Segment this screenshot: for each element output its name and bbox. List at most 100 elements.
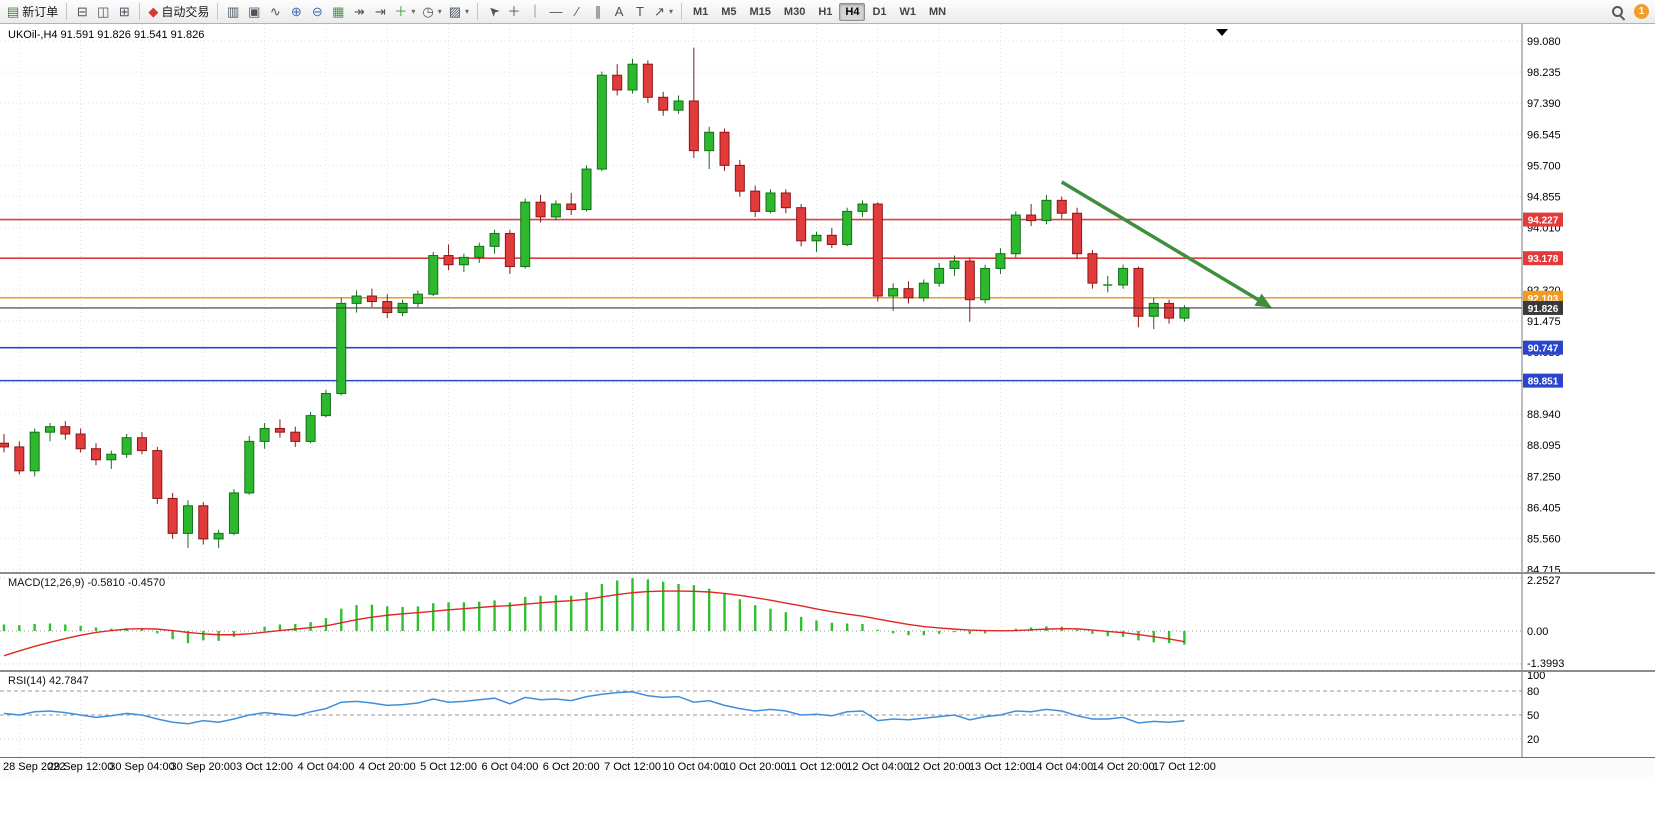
timeframe-button-m15[interactable]: M15 (744, 3, 777, 21)
macd-scale-zero: 0.00 (1527, 626, 1548, 638)
macd-histogram (2, 578, 1186, 645)
navigator-icon: ⊞ (118, 4, 130, 19)
timeframe-button-h1[interactable]: H1 (812, 3, 838, 21)
trendline-arrowhead[interactable] (1254, 293, 1272, 308)
price-tick-label: 85.560 (1527, 534, 1561, 546)
rsi-panel[interactable]: 100 80 50 20 RSI(14) 42.7847 (0, 672, 1655, 757)
crosshair-icon[interactable]: ＋ (504, 2, 524, 22)
trendline-icon: ∕ (575, 4, 579, 19)
svg-text:94.227: 94.227 (1528, 216, 1559, 227)
timeframe-button-m5[interactable]: M5 (715, 3, 742, 21)
time-tick-label: 14 Oct 04:00 (1030, 761, 1094, 773)
text-label-icon[interactable]: T (630, 2, 650, 22)
new-order-icon: ▤ (7, 4, 20, 19)
arrows-icon[interactable]: ↗ ▾ (651, 2, 676, 22)
arrows-icon: ↗ (654, 4, 665, 19)
svg-text:93.178: 93.178 (1528, 254, 1559, 265)
chart-shift-icon: ⇥ (374, 4, 386, 19)
channel-icon: ∥ (594, 4, 602, 19)
timeframe-button-mn[interactable]: MN (923, 3, 952, 21)
support-line-2-tag (1523, 373, 1563, 388)
time-tick-label: 29 Sep 12:00 (47, 761, 114, 773)
zoom-in-icon[interactable]: ⊕ (286, 2, 306, 22)
line-chart-icon[interactable]: ∿ (265, 2, 285, 22)
rsi-level-label: 50 (1527, 710, 1539, 722)
horizontal-line-icon[interactable]: — (546, 2, 566, 22)
autotrading-button[interactable]: ◆ 自动交易 (145, 2, 212, 22)
panel-separator-rsi[interactable] (0, 670, 1655, 672)
timeframe-button-m1[interactable]: M1 (687, 3, 714, 21)
periods-icon[interactable]: ◷ ▾ (419, 2, 444, 22)
bar-chart-icon[interactable]: ▥ (223, 2, 243, 22)
price-tags: 94.227 93.178 92.103 90.747 89.851 91.826 (1523, 212, 1563, 388)
autotrading-label: 自动交易 (161, 5, 210, 19)
horizontal-line-icon: — (549, 4, 563, 19)
market-watch-icon[interactable]: ⊟ (72, 2, 92, 22)
chevron-down-icon: ▾ (668, 7, 673, 16)
chart-shift-marker[interactable] (1216, 29, 1228, 36)
time-tick-label: 4 Oct 04:00 (297, 761, 355, 773)
price-tick-label: 94.855 (1527, 191, 1561, 203)
data-window-icon: ◫ (97, 4, 110, 19)
magnifier-handle (1619, 14, 1626, 21)
data-window-icon[interactable]: ◫ (93, 2, 113, 22)
text-icon[interactable]: A (609, 2, 629, 22)
trendline-icon[interactable]: ∕ (567, 2, 587, 22)
time-tick-label: 3 Oct 12:00 (236, 761, 294, 773)
trendline-arrow[interactable] (1060, 180, 1259, 302)
price-scale[interactable] (1522, 24, 1655, 572)
bottom-strip (0, 777, 1655, 824)
autotrading-icon: ◆ (148, 4, 159, 19)
toolbar: ▤ 新订单 ⊟ ◫ ⊞ ◆ 自动交易 ▥ ▣ ∿ ⊕ ⊖ ▦ ↠ ⇥ ＋ ▾ ◷ ▾ ▨ ▾ ➤ ＋｜ — ∕ ∥ A T… (0, 0, 1655, 24)
indicators-add-icon[interactable]: ＋ ▾ (391, 2, 418, 22)
time-tick-label: 7 Oct 12:00 (604, 761, 661, 773)
timeframe-button-h4[interactable]: H4 (839, 2, 866, 21)
timeframe-button-w1[interactable]: W1 (894, 3, 923, 21)
time-tick-label: 6 Oct 20:00 (542, 761, 600, 773)
timeframe-button-m30[interactable]: M30 (778, 3, 811, 21)
notification-badge[interactable]: 1 (1634, 4, 1649, 19)
timeframe-button-d1[interactable]: D1 (866, 3, 892, 21)
grid (0, 672, 1522, 757)
macd-label: MACD(12,26,9) -0.5810 -0.4570 (8, 577, 165, 589)
vertical-line-icon[interactable]: ｜ (525, 2, 545, 22)
resistance-line-1-tag (1523, 212, 1563, 227)
magnifier-icon[interactable] (1610, 4, 1626, 21)
new-order-label: 新订单 (22, 5, 59, 19)
main-chart[interactable]: 99.08098.23597.39096.54595.70094.85594.0… (0, 24, 1655, 572)
toolbar-separator (680, 3, 682, 20)
time-tick-label: 17 Oct 12:00 (1152, 761, 1216, 773)
auto-scroll-icon: ↠ (353, 4, 365, 19)
templates-icon[interactable]: ▨ ▾ (446, 2, 472, 22)
rsi-level-label: 20 (1527, 734, 1539, 746)
chart-shift-icon[interactable]: ⇥ (370, 2, 390, 22)
time-tick-label: 6 Oct 04:00 (481, 761, 539, 773)
macd-scale-min: -1.3993 (1527, 658, 1564, 670)
candlestick-chart-icon: ▣ (248, 4, 261, 19)
price-tick-label: 91.475 (1527, 316, 1561, 328)
cursor-icon[interactable]: ➤ (483, 2, 503, 22)
panel-separator-macd[interactable] (0, 572, 1655, 574)
rsi-level-label: 80 (1527, 686, 1539, 698)
price-tick-label: 88.095 (1527, 440, 1561, 452)
time-axis[interactable]: 28 Sep 2022 29 Sep 12:00 30 Sep 04:00 30 Se… (0, 757, 1655, 777)
candlestick-chart-icon[interactable]: ▣ (244, 2, 264, 22)
grid-icon: ▦ (332, 4, 345, 19)
grid-icon[interactable]: ▦ (328, 2, 348, 22)
time-tick-label: 14 Oct 20:00 (1091, 761, 1155, 773)
channel-icon[interactable]: ∥ (588, 2, 608, 22)
line-chart-icon: ∿ (269, 4, 281, 19)
chart-symbol-title: UKOil-,H4 91.591 91.826 91.541 91.826 (8, 29, 204, 41)
bar-chart-icon: ▥ (227, 4, 240, 19)
navigator-icon[interactable]: ⊞ (114, 2, 134, 22)
macd-panel[interactable]: 2.2527 0.00 -1.3993 MACD(12,26,9) -0.5810 -… (0, 574, 1655, 670)
crosshair-icon: ＋ (507, 4, 521, 19)
zoom-out-icon[interactable]: ⊖ (307, 2, 327, 22)
auto-scroll-icon[interactable]: ↠ (349, 2, 369, 22)
svg-text:89.851: 89.851 (1528, 377, 1559, 388)
new-order-button[interactable]: ▤ 新订单 (4, 2, 61, 22)
price-tick-label: 86.405 (1527, 502, 1561, 514)
indicators-add-icon: ＋ (394, 4, 408, 19)
time-tick-label: 30 Sep 20:00 (170, 761, 237, 773)
rsi-level-label: 100 (1527, 672, 1545, 682)
